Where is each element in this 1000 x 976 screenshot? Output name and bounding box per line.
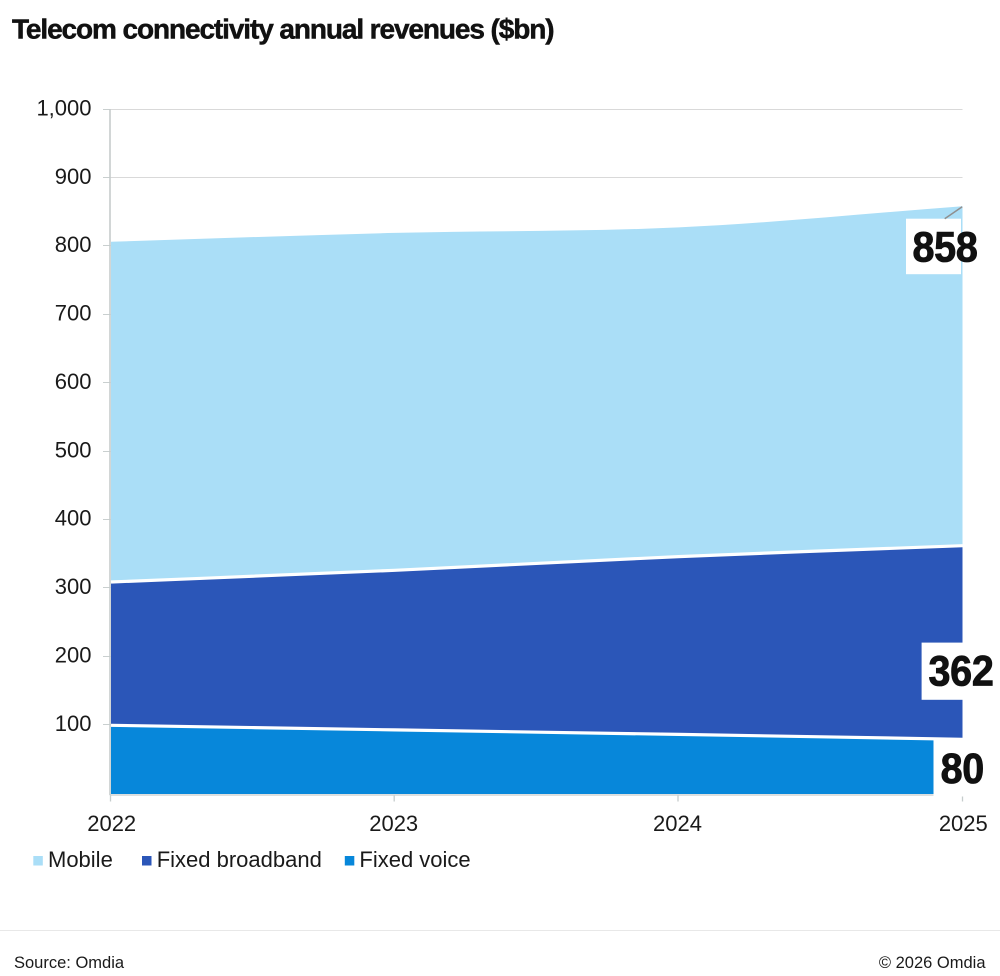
svg-text:700: 700 [55, 301, 92, 326]
svg-text:Fixed broadband: Fixed broadband [157, 847, 322, 872]
svg-text:80: 80 [941, 745, 984, 793]
svg-text:300: 300 [55, 574, 92, 599]
svg-text:Telecom connectivity annual re: Telecom connectivity annual revenues ($b… [12, 14, 553, 45]
svg-text:1,000: 1,000 [36, 95, 91, 120]
svg-text:200: 200 [55, 643, 92, 668]
svg-text:2023: 2023 [369, 811, 418, 836]
svg-text:362: 362 [928, 647, 993, 695]
svg-text:900: 900 [55, 164, 92, 189]
svg-text:2022: 2022 [87, 811, 136, 836]
svg-text:400: 400 [55, 506, 92, 531]
svg-text:2024: 2024 [653, 811, 702, 836]
svg-text:100: 100 [55, 711, 92, 736]
svg-text:800: 800 [55, 232, 92, 257]
svg-text:858: 858 [912, 223, 977, 271]
svg-text:Mobile: Mobile [48, 847, 113, 872]
svg-text:500: 500 [55, 437, 92, 462]
svg-text:600: 600 [55, 369, 92, 394]
svg-text:Fixed voice: Fixed voice [359, 847, 470, 872]
svg-text:2025: 2025 [939, 811, 988, 836]
svg-text:© 2026 Omdia: © 2026 Omdia [879, 954, 986, 972]
svg-text:Source: Omdia: Source: Omdia [14, 954, 125, 972]
